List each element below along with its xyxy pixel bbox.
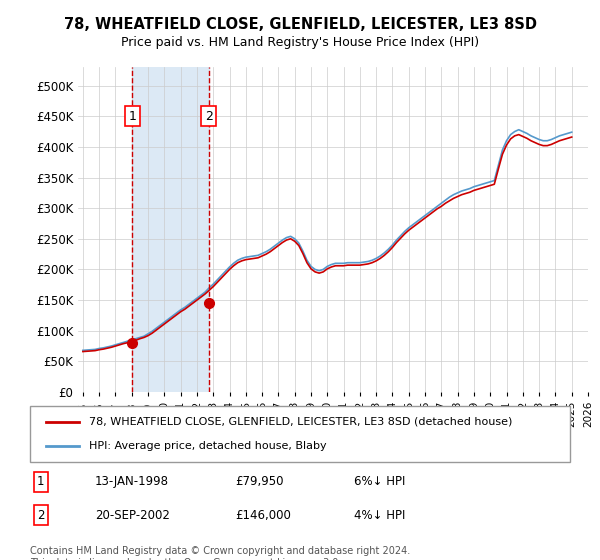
Text: 78, WHEATFIELD CLOSE, GLENFIELD, LEICESTER, LE3 8SD: 78, WHEATFIELD CLOSE, GLENFIELD, LEICEST… xyxy=(64,17,536,32)
Text: 2: 2 xyxy=(205,110,212,123)
Text: 20-SEP-2002: 20-SEP-2002 xyxy=(95,508,170,522)
Text: £146,000: £146,000 xyxy=(235,508,291,522)
Text: Contains HM Land Registry data © Crown copyright and database right 2024.
This d: Contains HM Land Registry data © Crown c… xyxy=(30,546,410,560)
Text: 78, WHEATFIELD CLOSE, GLENFIELD, LEICESTER, LE3 8SD (detached house): 78, WHEATFIELD CLOSE, GLENFIELD, LEICEST… xyxy=(89,417,513,427)
Bar xyxy=(133,67,209,392)
Text: 6%↓ HPI: 6%↓ HPI xyxy=(354,475,406,488)
Text: 1: 1 xyxy=(128,110,136,123)
Text: 4%↓ HPI: 4%↓ HPI xyxy=(354,508,406,522)
Text: Price paid vs. HM Land Registry's House Price Index (HPI): Price paid vs. HM Land Registry's House … xyxy=(121,36,479,49)
Text: 2: 2 xyxy=(37,508,44,522)
Text: 1: 1 xyxy=(37,475,44,488)
FancyBboxPatch shape xyxy=(30,406,570,462)
Text: HPI: Average price, detached house, Blaby: HPI: Average price, detached house, Blab… xyxy=(89,441,327,451)
Text: £79,950: £79,950 xyxy=(235,475,284,488)
Text: 13-JAN-1998: 13-JAN-1998 xyxy=(95,475,169,488)
